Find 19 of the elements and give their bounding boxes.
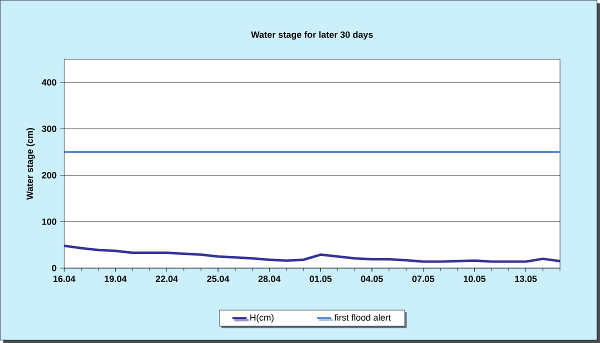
chart-title: Water stage for later 30 days xyxy=(251,31,373,40)
y-tick-label: 400 xyxy=(42,79,56,86)
x-tick-label: 07.05 xyxy=(412,276,434,282)
y-tick-label: 0 xyxy=(52,264,56,272)
x-tick-label: 13.05 xyxy=(515,276,537,282)
legend-label: H(cm) xyxy=(250,314,274,322)
legend-label: first flood alert xyxy=(334,314,391,321)
x-tick-label: 22.04 xyxy=(156,276,178,282)
x-tick-label: 04.05 xyxy=(361,276,383,282)
y-tick-label: 200 xyxy=(42,172,56,178)
x-tick-label: 19.04 xyxy=(104,276,127,282)
x-tick-label: 25.04 xyxy=(207,276,230,282)
y-axis-title: Water stage (cm) xyxy=(26,128,35,200)
y-tick-label: 300 xyxy=(42,126,56,132)
x-tick-label: 16.04 xyxy=(53,276,76,282)
x-tick-label: 01.05 xyxy=(310,276,332,282)
x-tick-label: 10.05 xyxy=(464,276,486,282)
y-tick-label: 100 xyxy=(42,218,56,225)
x-tick-label: 28.04 xyxy=(258,276,281,282)
